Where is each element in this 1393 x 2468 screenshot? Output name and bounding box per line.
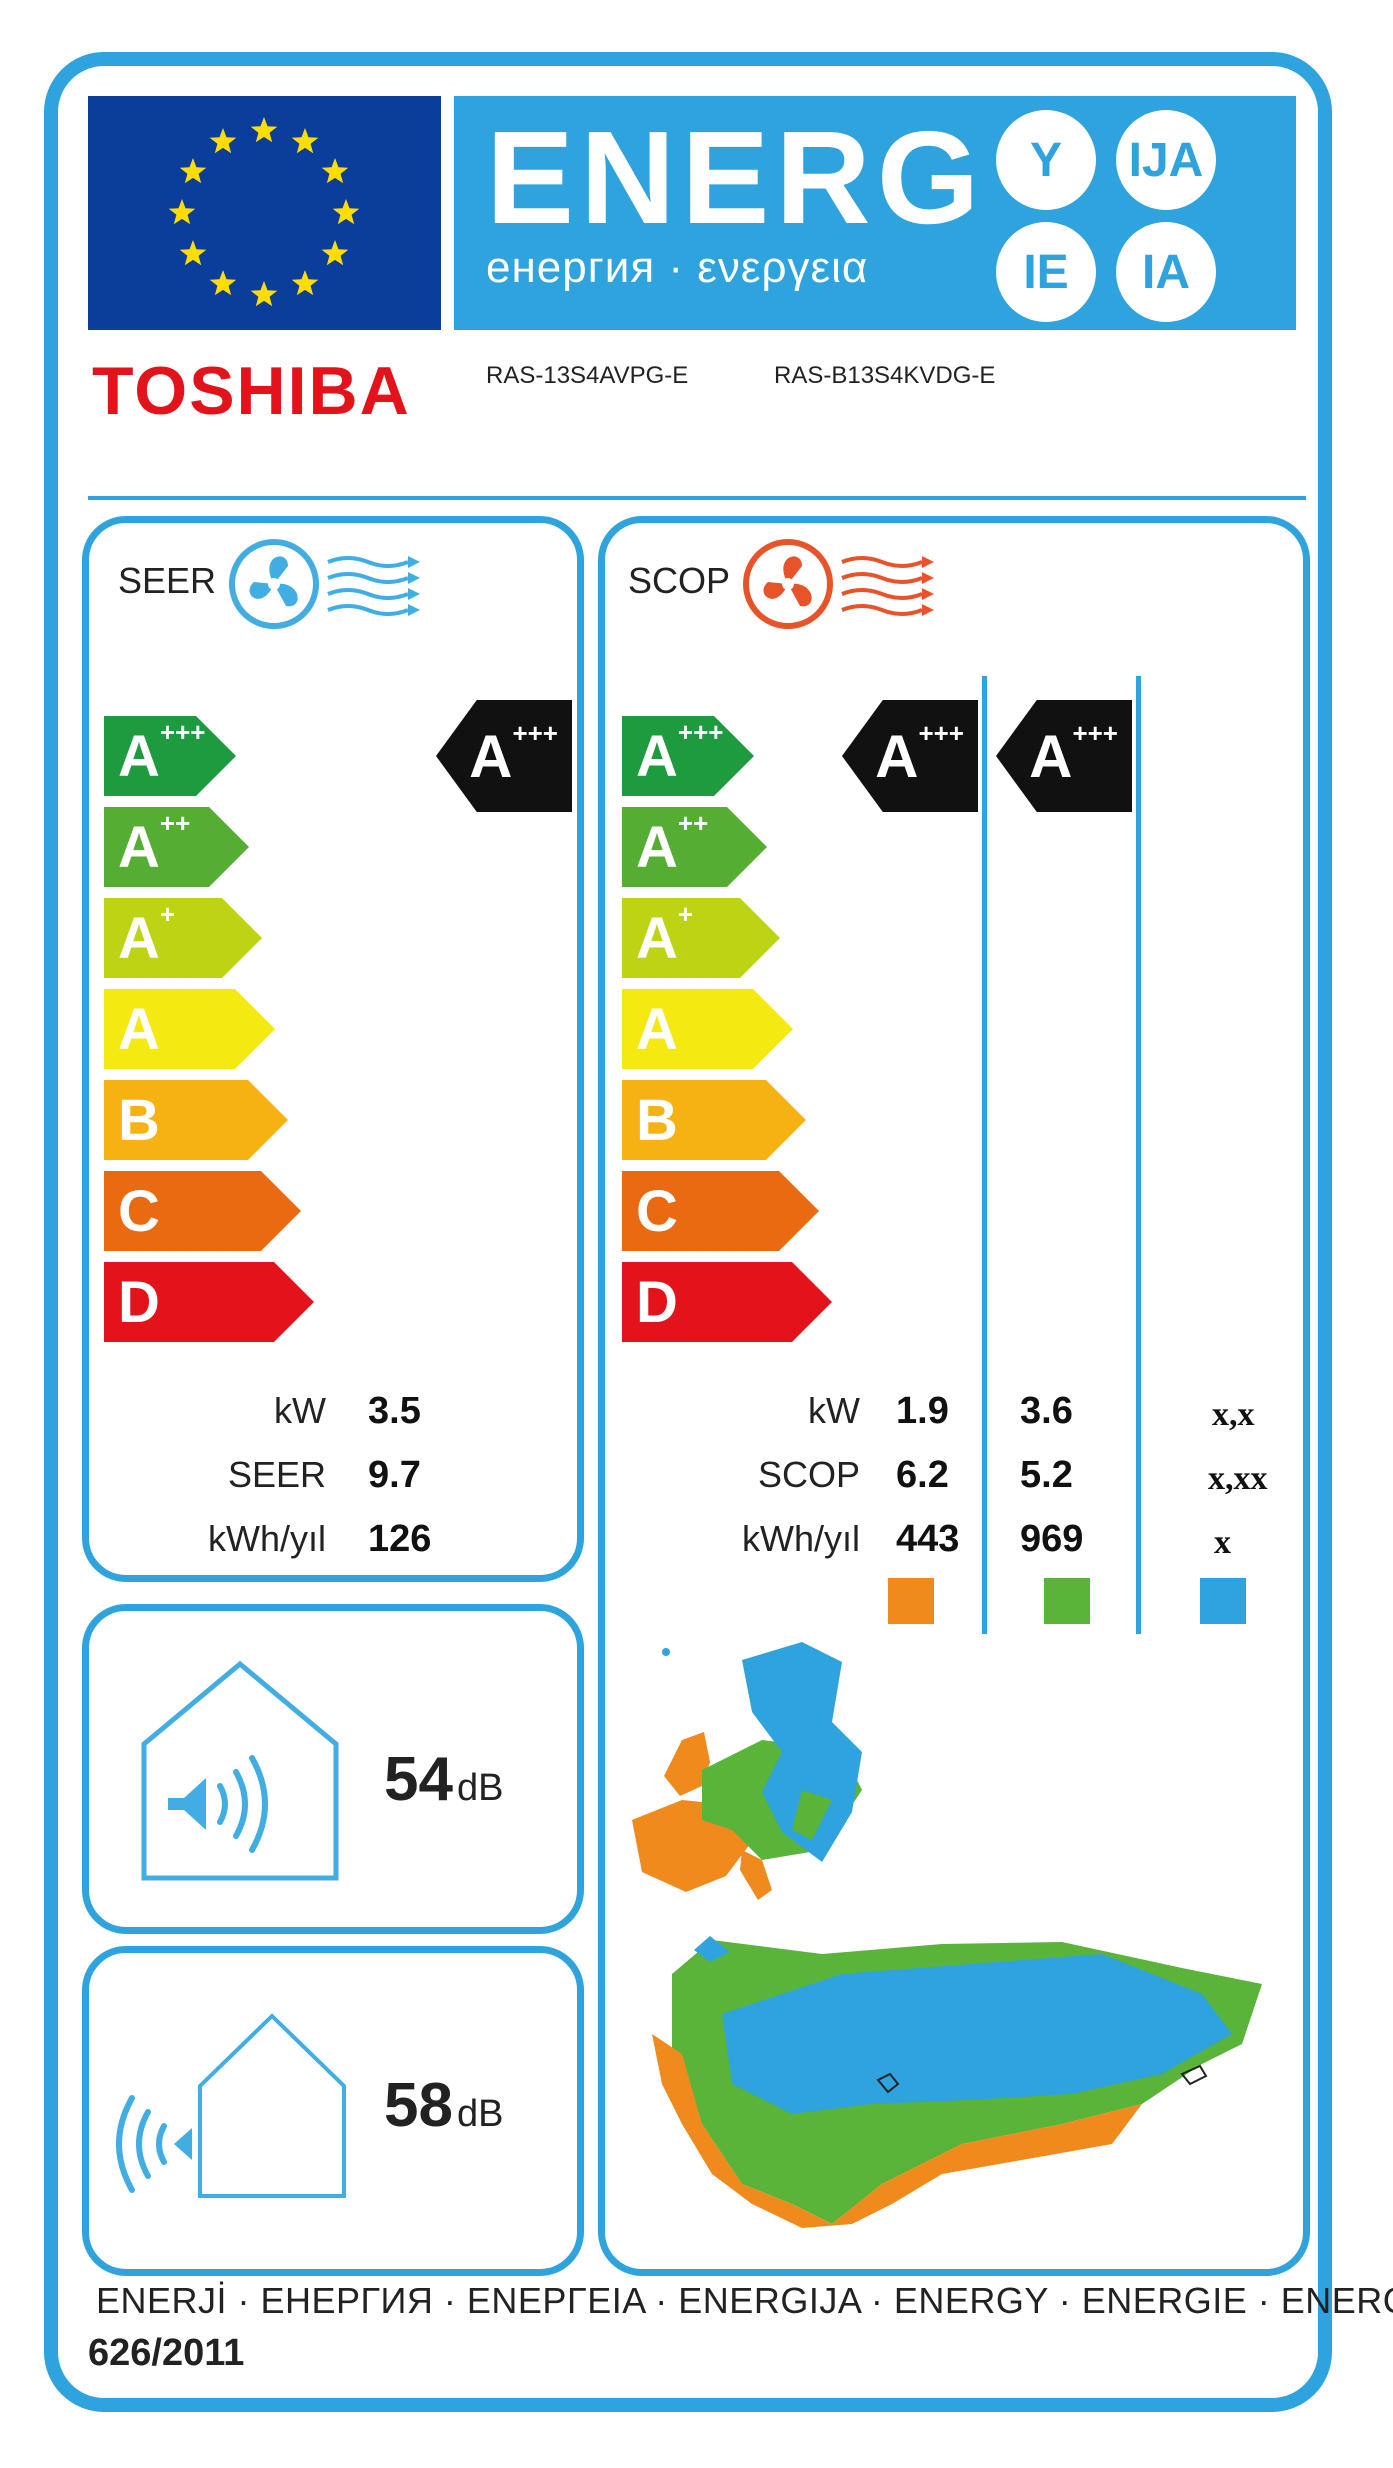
seer-scale-bar: C	[104, 1171, 301, 1251]
label-frame	[44, 52, 1332, 2412]
fan-heating-icon	[743, 539, 934, 629]
outdoor-noise-unit: dB	[456, 2093, 504, 2135]
scop-title: SCOP	[628, 560, 731, 601]
eu-star-icon	[321, 240, 349, 266]
scop-cold-kw: x,x	[1212, 1396, 1255, 1433]
eu-stars-icon	[168, 117, 360, 307]
seer-scale-label: A	[118, 996, 160, 1062]
scop-scale-label: A+++	[636, 716, 724, 789]
indoor-noise-unit: dB	[456, 1767, 504, 1809]
indoor-noise-number: 54	[384, 1745, 453, 1814]
model-outdoor: RAS-B13S4KVDG-E	[774, 362, 996, 389]
seer-title: SEER	[118, 560, 217, 601]
scop-average-kw: 3.6	[1020, 1390, 1073, 1432]
scop-kwh-label: kWh/yıl	[741, 1518, 860, 1559]
seer-scale-label: A++	[118, 807, 191, 880]
scop-scop-label: SCOP	[757, 1454, 860, 1495]
outdoor-speaker-icon	[116, 2013, 346, 2198]
zone-cold-swatch	[1200, 1578, 1246, 1624]
footer-languages: ENERJİ · ЕНЕРГИЯ · ΕΝΕΡΓΕΙΑ · ENERGIJA ·…	[96, 2280, 1393, 2321]
scop-cold-kwh: x	[1214, 1524, 1231, 1561]
scop-column-divider-2	[1136, 676, 1141, 1634]
eu-star-icon	[179, 240, 207, 266]
scop-scale-label: D	[636, 1269, 678, 1335]
seer-seer-value: 9.7	[368, 1454, 421, 1496]
suffix-ie: IE	[996, 222, 1096, 322]
seer-scale-label: D	[118, 1269, 160, 1335]
scop-scale-bar: B	[622, 1080, 806, 1160]
scop-average-kwh: 969	[1020, 1518, 1084, 1560]
scop-scale-label: A++	[636, 807, 709, 880]
eu-star-icon	[332, 199, 360, 225]
seer-scale-label: C	[118, 1178, 160, 1244]
seer-kw-value: 3.5	[368, 1390, 421, 1432]
seer-scale-bar: A	[104, 989, 275, 1069]
eu-star-icon	[209, 270, 237, 296]
eu-star-icon	[291, 128, 319, 154]
scop-rating-badge-average: A+++	[996, 700, 1132, 812]
scop-cold-scop: x,xx	[1208, 1460, 1268, 1497]
seer-seer-label: SEER	[227, 1454, 326, 1495]
seer-kwh-label: kWh/yıl	[207, 1518, 326, 1559]
indoor-noise-panel	[82, 1604, 584, 1934]
header-divider	[88, 496, 1306, 500]
seer-scale-bar: A+++	[104, 716, 236, 796]
scop-scale-label: A	[636, 996, 678, 1062]
outdoor-noise-value: 58 dB	[384, 2070, 503, 2141]
scop-scale-label: B	[636, 1087, 678, 1153]
turkey-climate-map	[652, 1936, 1262, 2228]
seer-kw-label: kW	[274, 1390, 326, 1431]
scop-scale-bar: C	[622, 1171, 819, 1251]
seer-scale-label: A+	[118, 898, 176, 971]
seer-scale-label: B	[118, 1087, 160, 1153]
suffix-y: Y	[996, 110, 1096, 210]
seer-panel	[82, 516, 584, 1582]
scop-warm-scop: 6.2	[896, 1454, 949, 1496]
scop-panel	[598, 516, 1310, 2276]
eu-star-icon	[250, 281, 278, 307]
scop-scale-bar: A	[622, 989, 793, 1069]
zone-average-swatch	[1044, 1578, 1090, 1624]
outdoor-noise-panel	[82, 1946, 584, 2276]
suffix-ia: IA	[1116, 222, 1216, 322]
indoor-noise-value: 54 dB	[384, 1744, 503, 1815]
scop-scale-label: C	[636, 1178, 678, 1244]
seer-scale-bar: D	[104, 1262, 314, 1342]
scop-average-scop: 5.2	[1020, 1454, 1073, 1496]
footer-regulation: 626/2011	[88, 2332, 245, 2374]
banner-subtitle: енергия · ενεργεια	[486, 243, 869, 292]
model-indoor: RAS-13S4AVPG-E	[486, 362, 689, 389]
brand-logo: TOSHIBA	[92, 353, 411, 429]
eu-star-icon	[291, 270, 319, 296]
scop-scale-label: A+	[636, 898, 694, 971]
scop-column-divider-1	[982, 676, 987, 1634]
outdoor-noise-number: 58	[384, 2071, 453, 2140]
seer-scale-bar: B	[104, 1080, 288, 1160]
scop-warm-kwh: 443	[896, 1518, 960, 1560]
eu-star-icon	[179, 158, 207, 184]
scop-kw-label: kW	[808, 1390, 860, 1431]
eu-star-icon	[209, 128, 237, 154]
eu-star-icon	[321, 158, 349, 184]
scop-warm-kw: 1.9	[896, 1390, 949, 1432]
banner-title: ENERG	[486, 104, 986, 251]
scop-scale-bar: D	[622, 1262, 832, 1342]
seer-scale-label: A+++	[118, 716, 206, 789]
eu-flag	[88, 96, 441, 330]
seer-kwh-value: 126	[368, 1518, 432, 1560]
eu-star-icon	[250, 117, 278, 143]
zone-warm-swatch	[888, 1578, 934, 1624]
indoor-speaker-icon	[141, 1660, 339, 1881]
fan-cooling-icon	[229, 539, 420, 629]
suffix-ija: IJA	[1116, 110, 1216, 210]
europe-climate-map	[632, 1642, 862, 1900]
eu-star-icon	[168, 199, 196, 225]
